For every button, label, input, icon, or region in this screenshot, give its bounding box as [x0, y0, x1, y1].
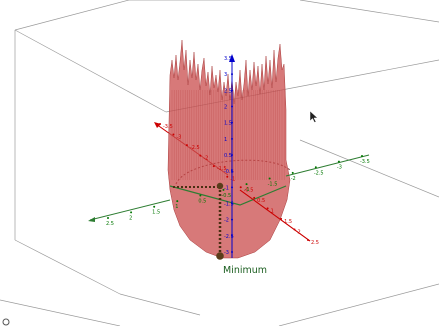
axis-tick-mark — [361, 155, 363, 157]
axis-tick-label: -3.5 — [360, 159, 370, 165]
axis-tick-label: -2.5 — [314, 170, 324, 176]
axis-tick-label: -0.5 — [221, 193, 231, 199]
axis-tick-label: 0.5 — [257, 198, 265, 204]
axis-tick-mark — [231, 57, 233, 59]
axis-tick-mark — [280, 217, 283, 220]
axis-tick-mark — [231, 73, 233, 76]
axis-tick-mark — [314, 166, 317, 169]
axis-tick-mark — [293, 228, 296, 231]
projection-point[interactable] — [216, 182, 224, 190]
axis-tick-label: 1.5 — [152, 210, 160, 216]
axis-tick-label: -1 — [245, 187, 250, 193]
axis-tick-label: -2.5 — [190, 145, 200, 151]
axis-tick-label: 3.5 — [224, 56, 232, 62]
surface-graph[interactable] — [167, 39, 291, 259]
axis-tick-label: 2 — [298, 229, 301, 235]
axis-tick-label: -2 — [224, 218, 229, 224]
axis-tick-label: -3 — [337, 165, 342, 171]
axis-tick-mark — [231, 170, 233, 173]
axis-tick-mark — [199, 194, 202, 197]
view-options-icon[interactable] — [2, 318, 10, 326]
axis-tick-mark — [226, 175, 229, 178]
z-axis-tick-labels: 3.5 3 2.5 2 1.5 1 0.5 -0.5 -1 -1.5 -2 -2.5 -3 — [224, 56, 234, 256]
axis-tick-label: -3.5 — [163, 124, 173, 130]
axis-tick-label: 1.5 — [284, 219, 292, 225]
axis-tick-label: 0.5 — [198, 198, 206, 204]
axis-tick-mark — [107, 217, 109, 219]
axis-tick-label: -2 — [291, 176, 296, 182]
axis-tick-mark — [231, 89, 233, 92]
y-axis — [88, 154, 370, 222]
axis-tick-mark — [231, 251, 233, 253]
axis-tick-mark — [231, 218, 233, 221]
axis-tick-label: -1 — [230, 177, 235, 183]
axis-tick-label: 1 — [224, 137, 227, 143]
minimum-label: Minimum — [223, 265, 267, 276]
axis-tick-mark — [176, 200, 179, 203]
axis-tick-label: -1 — [224, 185, 229, 191]
axis-tick-label: 1 — [271, 208, 274, 214]
axis-tick-label: -3 — [224, 250, 229, 256]
axis-tick-mark — [231, 186, 233, 189]
axis-tick-label: 2.5 — [224, 88, 232, 94]
axis-tick-mark — [153, 205, 156, 208]
axis-tick-mark — [253, 196, 256, 199]
axis-tick-mark — [291, 171, 294, 174]
mouse-pointer-icon — [309, 110, 319, 123]
axis-tick-mark — [231, 154, 233, 156]
axis-tick-mark — [159, 123, 161, 125]
axis-tick-label: 1.5 — [224, 121, 232, 127]
axis-tick-mark — [268, 177, 271, 180]
axis-tick-mark — [212, 165, 215, 168]
axis-tick-label: -1.5 — [268, 182, 278, 188]
axis-tick-mark — [239, 186, 242, 189]
axis-tick-label: 0.5 — [224, 153, 232, 159]
axis-tick-mark — [231, 105, 233, 108]
axis-tick-label: -2.5 — [224, 234, 234, 240]
axis-tick-mark — [231, 234, 233, 237]
axis-tick-mark — [231, 202, 233, 205]
axis-tick-mark — [222, 188, 225, 191]
axis-tick-label: 3 — [224, 72, 227, 78]
axis-tick-mark — [231, 121, 233, 124]
axis-tick-mark — [266, 207, 269, 210]
axis-tick-label: 2 — [129, 215, 132, 221]
axis-tick-label: -2 — [203, 156, 208, 162]
x-axis-front — [239, 189, 311, 242]
axis-tick-mark — [245, 183, 248, 186]
axis-tick-mark — [231, 137, 233, 140]
axis-tick-label: -3 — [176, 135, 181, 141]
axis-tick-mark — [130, 211, 133, 214]
axis-tick-label: -1.5 — [224, 202, 234, 208]
axis-tick-label: 2 — [224, 105, 227, 111]
axis-tick-label: 2.5 — [311, 240, 319, 246]
axis-tick-label: 2.5 — [106, 221, 114, 227]
axis-tick-mark — [185, 144, 188, 147]
axis-tick-mark — [307, 239, 309, 241]
axis-tick-label: -0.5 — [224, 169, 234, 175]
axis-tick-label: -0.5 — [244, 187, 254, 193]
x-axis-tick-labels: 2.521.510.5-0.5-1-1.5-2-2.5-3-3.5 — [159, 123, 319, 246]
y-axis-tick-labels: 2.521.510.5-0.5-1-1.5-2-2.5-3-3.5 — [106, 155, 370, 227]
y-axis-arrow-icon — [88, 217, 95, 222]
xy-plane-outline — [169, 185, 287, 206]
axis-tick-mark — [172, 133, 175, 136]
axis-tick-label: 1 — [175, 204, 178, 210]
axis-tick-mark — [199, 154, 202, 157]
minimum-point[interactable] — [216, 252, 224, 260]
axis-tick-label: -1.5 — [217, 166, 227, 172]
axis-tick-mark — [337, 160, 340, 163]
